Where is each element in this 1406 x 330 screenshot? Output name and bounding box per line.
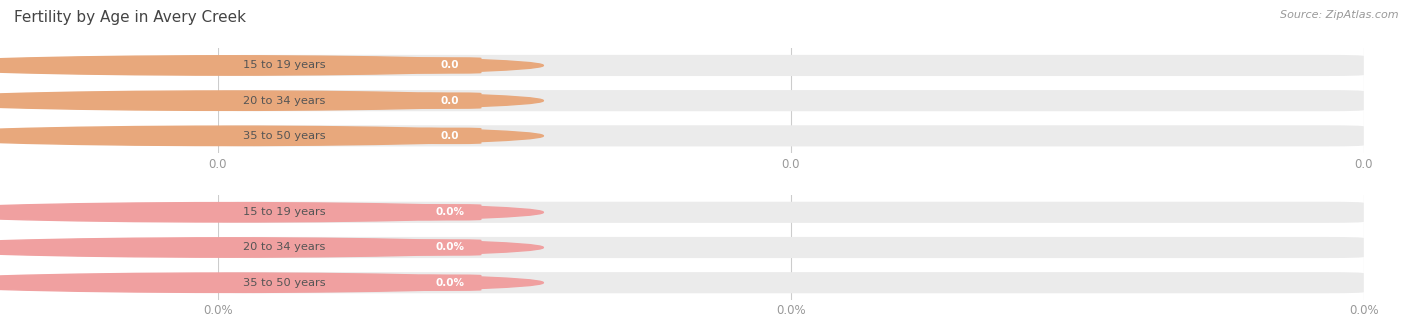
Circle shape xyxy=(0,203,543,222)
FancyBboxPatch shape xyxy=(218,237,1364,258)
Text: 0.0: 0.0 xyxy=(440,60,460,70)
FancyBboxPatch shape xyxy=(218,202,1364,223)
Circle shape xyxy=(0,56,543,75)
Text: 15 to 19 years: 15 to 19 years xyxy=(243,60,326,70)
FancyBboxPatch shape xyxy=(218,90,1364,111)
FancyBboxPatch shape xyxy=(419,128,481,144)
Circle shape xyxy=(0,126,543,146)
Text: 35 to 50 years: 35 to 50 years xyxy=(243,131,326,141)
FancyBboxPatch shape xyxy=(218,272,1364,293)
Circle shape xyxy=(0,238,543,257)
Circle shape xyxy=(0,91,543,110)
FancyBboxPatch shape xyxy=(218,125,1364,147)
Text: 0.0: 0.0 xyxy=(440,96,460,106)
Text: 0.0: 0.0 xyxy=(440,131,460,141)
FancyBboxPatch shape xyxy=(419,204,481,220)
Text: 20 to 34 years: 20 to 34 years xyxy=(243,243,326,252)
FancyBboxPatch shape xyxy=(218,55,1364,76)
Text: Source: ZipAtlas.com: Source: ZipAtlas.com xyxy=(1281,10,1399,20)
FancyBboxPatch shape xyxy=(419,239,481,256)
FancyBboxPatch shape xyxy=(419,92,481,109)
Text: 15 to 19 years: 15 to 19 years xyxy=(243,207,326,217)
Text: 20 to 34 years: 20 to 34 years xyxy=(243,96,326,106)
FancyBboxPatch shape xyxy=(419,57,481,74)
Text: 0.0%: 0.0% xyxy=(436,243,464,252)
Text: 0.0%: 0.0% xyxy=(436,207,464,217)
FancyBboxPatch shape xyxy=(419,275,481,291)
Text: 0.0%: 0.0% xyxy=(436,278,464,288)
Text: Fertility by Age in Avery Creek: Fertility by Age in Avery Creek xyxy=(14,10,246,25)
Text: 35 to 50 years: 35 to 50 years xyxy=(243,278,326,288)
Circle shape xyxy=(0,273,543,292)
